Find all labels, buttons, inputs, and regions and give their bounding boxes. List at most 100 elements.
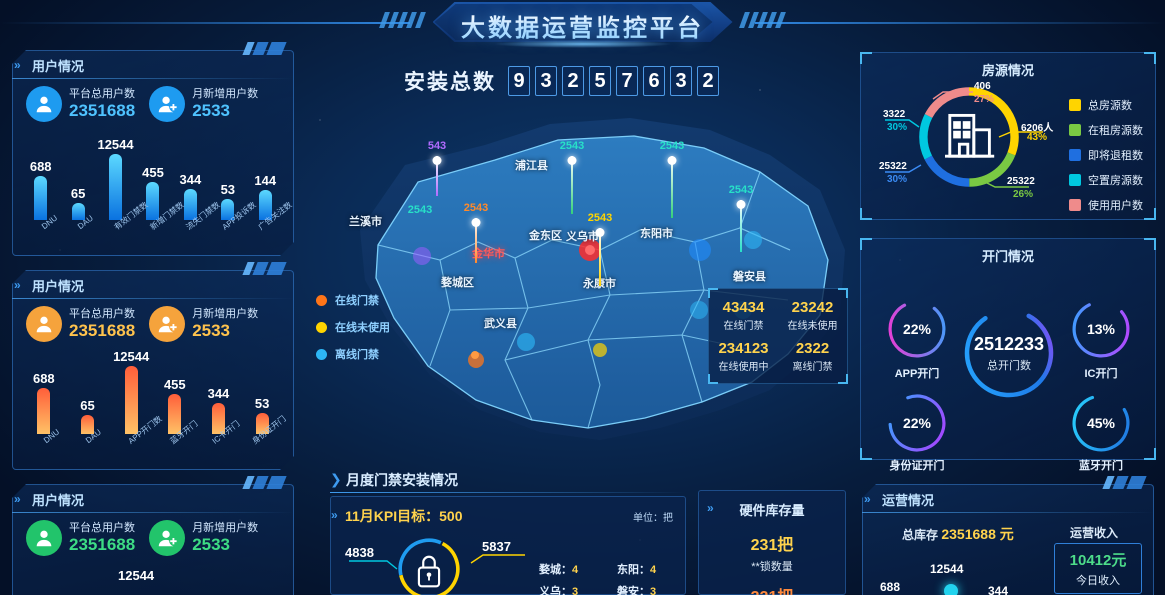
bar-group: 688 65 12544 455 344 53 144 xyxy=(22,134,284,220)
gauge-value: 45% xyxy=(1086,415,1116,431)
stat-new-users: 月新增用户数 2533 xyxy=(149,520,258,556)
city-dongyang: 东阳：4 xyxy=(617,564,657,576)
panel-user-green: » 用户情况 平台总用户数 2351688 月新增用户数 2533 12544 xyxy=(12,476,294,595)
stat-label: 平台总用户数 xyxy=(69,522,135,535)
map-label-pujiang: 浦江县 xyxy=(515,160,548,172)
map-label-wucheng: 婺城区 xyxy=(441,277,474,289)
user-plus-icon xyxy=(149,520,186,556)
operations-bar-value: 688 xyxy=(880,580,901,594)
hardware-label-1: **锁数量 xyxy=(751,561,793,573)
digit: 6 xyxy=(643,66,665,96)
user-stats-row: 平台总用户数 2351688 月新增用户数 2533 xyxy=(26,520,258,556)
revenue-box-today: 10412元 今日收入 xyxy=(1054,543,1142,594)
hardware-value-2: 321把 xyxy=(699,583,845,595)
map-stat: 43434 在线门禁 xyxy=(709,299,778,332)
bar-value: 455 xyxy=(142,165,164,180)
legend-label: 即将退租数 xyxy=(1088,150,1143,162)
bar-value: 344 xyxy=(179,172,202,187)
chevron-right-icon: » xyxy=(14,278,20,292)
chevron-right-icon: » xyxy=(331,508,337,522)
map-stat-label: 离线门禁 xyxy=(792,362,833,373)
legend-item[interactable]: 总房源数 xyxy=(1069,97,1143,113)
bar-group: 688 65 12544 455 344 53 xyxy=(22,348,284,434)
map-stat-value: 43434 xyxy=(722,299,765,316)
bar-value: 12544 xyxy=(97,137,134,152)
legend-dot-online xyxy=(316,294,327,306)
legend-item[interactable]: 即将退租数 xyxy=(1069,147,1143,163)
bar-labels: DNU DAU 有效门禁数 新增门禁数 流失门禁数 APP投诉数 广告关注数 xyxy=(22,200,294,250)
panel-decor xyxy=(242,262,287,275)
legend-swatch xyxy=(1069,174,1081,186)
operations-stock: 总库存 2351688 元 xyxy=(902,524,1014,544)
digit: 3 xyxy=(535,66,557,96)
gauge-bluetooth[interactable]: 45% 蓝牙开门 xyxy=(1069,391,1133,472)
bar-value: 65 xyxy=(70,186,86,201)
legend-item[interactable]: 空置房源数 xyxy=(1069,172,1143,188)
bar-item: 12544 xyxy=(97,137,134,220)
bar-value: 688 xyxy=(32,371,55,386)
bar-item: 65 xyxy=(72,398,102,434)
stat-label: 月新增用户数 xyxy=(192,88,259,101)
gauge-app[interactable]: 22% APP开门 xyxy=(885,297,949,380)
doors-total-ring xyxy=(964,308,1054,398)
map-stat-value: 23242 xyxy=(791,299,834,316)
chart-user-orange: 688 65 12544 455 344 53 DNU DAU APP开门数 蓝… xyxy=(22,346,288,464)
legend-dot-offline xyxy=(316,348,327,360)
housing-callout-value: 406 xyxy=(974,81,991,92)
stat-value: 2533 xyxy=(192,321,231,341)
legend-item[interactable]: 在租房源数 xyxy=(1069,122,1143,138)
user-icon xyxy=(26,520,62,556)
map-pin-head xyxy=(432,156,442,165)
gauge-label: 蓝牙开门 xyxy=(1079,460,1123,472)
panel-housing: 房源情况 406 27% 3322 xyxy=(860,52,1156,220)
bar-item: 688 xyxy=(29,371,59,434)
panel-border xyxy=(862,484,1154,595)
legend-item[interactable]: 在线未使用 xyxy=(316,319,390,335)
legend-label: 空置房源数 xyxy=(1088,175,1143,187)
stock-value: 2351688 元 xyxy=(941,526,1014,542)
gauge-idcard[interactable]: 22% 身份证开门 xyxy=(885,391,949,472)
legend-label: 离线门禁 xyxy=(335,349,379,361)
header-line-right xyxy=(755,22,1165,24)
bar-item: 144 xyxy=(250,173,280,220)
digit: 9 xyxy=(508,66,530,96)
legend-label: 在线门禁 xyxy=(335,295,379,307)
monthly-ring xyxy=(398,538,460,595)
map-pin-value: 543 xyxy=(427,140,447,152)
gauge-value: 13% xyxy=(1086,321,1116,337)
stat-total-users: 平台总用户数 2351688 xyxy=(26,306,135,342)
chevron-right-icon: » xyxy=(864,492,870,506)
map-stat: 2322 离线门禁 xyxy=(778,340,847,373)
legend-item[interactable]: 离线门禁 xyxy=(316,346,390,362)
stat-value: 2533 xyxy=(192,535,231,555)
bar-item: 688 xyxy=(26,159,56,220)
kpi-target: 11月KPI目标：500 xyxy=(345,508,463,524)
panel-user-orange: » 用户情况 平台总用户数 2351688 月新增用户数 2533 688 65 xyxy=(12,262,294,470)
housing-title: 房源情况 xyxy=(981,63,1034,78)
bar-value: 688 xyxy=(29,159,52,174)
bar-value: 144 xyxy=(254,173,277,188)
housing-callout-pct: 27% xyxy=(974,94,995,105)
bar-item: 53 xyxy=(247,396,277,434)
map-pin-value: 2543 xyxy=(728,184,754,196)
monthly-leader-lines xyxy=(349,554,525,570)
legend-item[interactable]: 在线门禁 xyxy=(316,292,390,308)
revenue-value: 10412元 xyxy=(1069,552,1127,569)
legend-swatch xyxy=(1069,149,1081,161)
legend-label: 使用用户数 xyxy=(1088,200,1143,212)
panel-divider xyxy=(12,298,294,299)
bar-item: 12544 xyxy=(113,349,149,434)
bar-value: 53 xyxy=(254,396,270,411)
map-pin-head xyxy=(736,200,746,209)
map-label-pan-an: 磐安县 xyxy=(733,271,766,283)
install-label: 安装总数 xyxy=(404,71,496,94)
housing-legend: 总房源数 在租房源数 即将退租数 空置房源数 使用用户数 xyxy=(1069,97,1143,222)
kpi-unit: 单位：把 xyxy=(633,513,673,524)
bar-value: 53 xyxy=(220,182,236,197)
map-label-lanxi: 兰溪市 xyxy=(349,216,382,228)
legend-item[interactable]: 使用用户数 xyxy=(1069,197,1143,213)
gauge-ic[interactable]: 13% IC开门 xyxy=(1069,297,1133,380)
chevron-right-icon: » xyxy=(707,501,713,515)
bar-item: 344 xyxy=(175,172,205,220)
map-pin-value: 2543 xyxy=(407,204,433,216)
